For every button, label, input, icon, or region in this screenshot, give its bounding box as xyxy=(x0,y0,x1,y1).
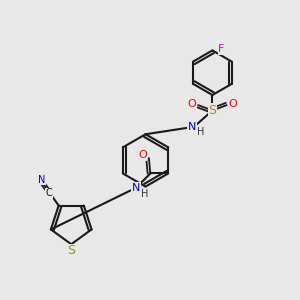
Text: O: O xyxy=(187,99,196,109)
Text: C: C xyxy=(46,188,52,198)
Text: S: S xyxy=(208,104,216,117)
Text: N: N xyxy=(188,122,196,132)
Text: N: N xyxy=(132,183,140,193)
Text: F: F xyxy=(218,44,224,54)
Text: O: O xyxy=(138,150,147,160)
Text: N: N xyxy=(38,175,45,184)
Text: H: H xyxy=(197,127,204,137)
Text: H: H xyxy=(141,189,148,199)
Text: O: O xyxy=(229,99,238,109)
Text: S: S xyxy=(67,244,75,257)
